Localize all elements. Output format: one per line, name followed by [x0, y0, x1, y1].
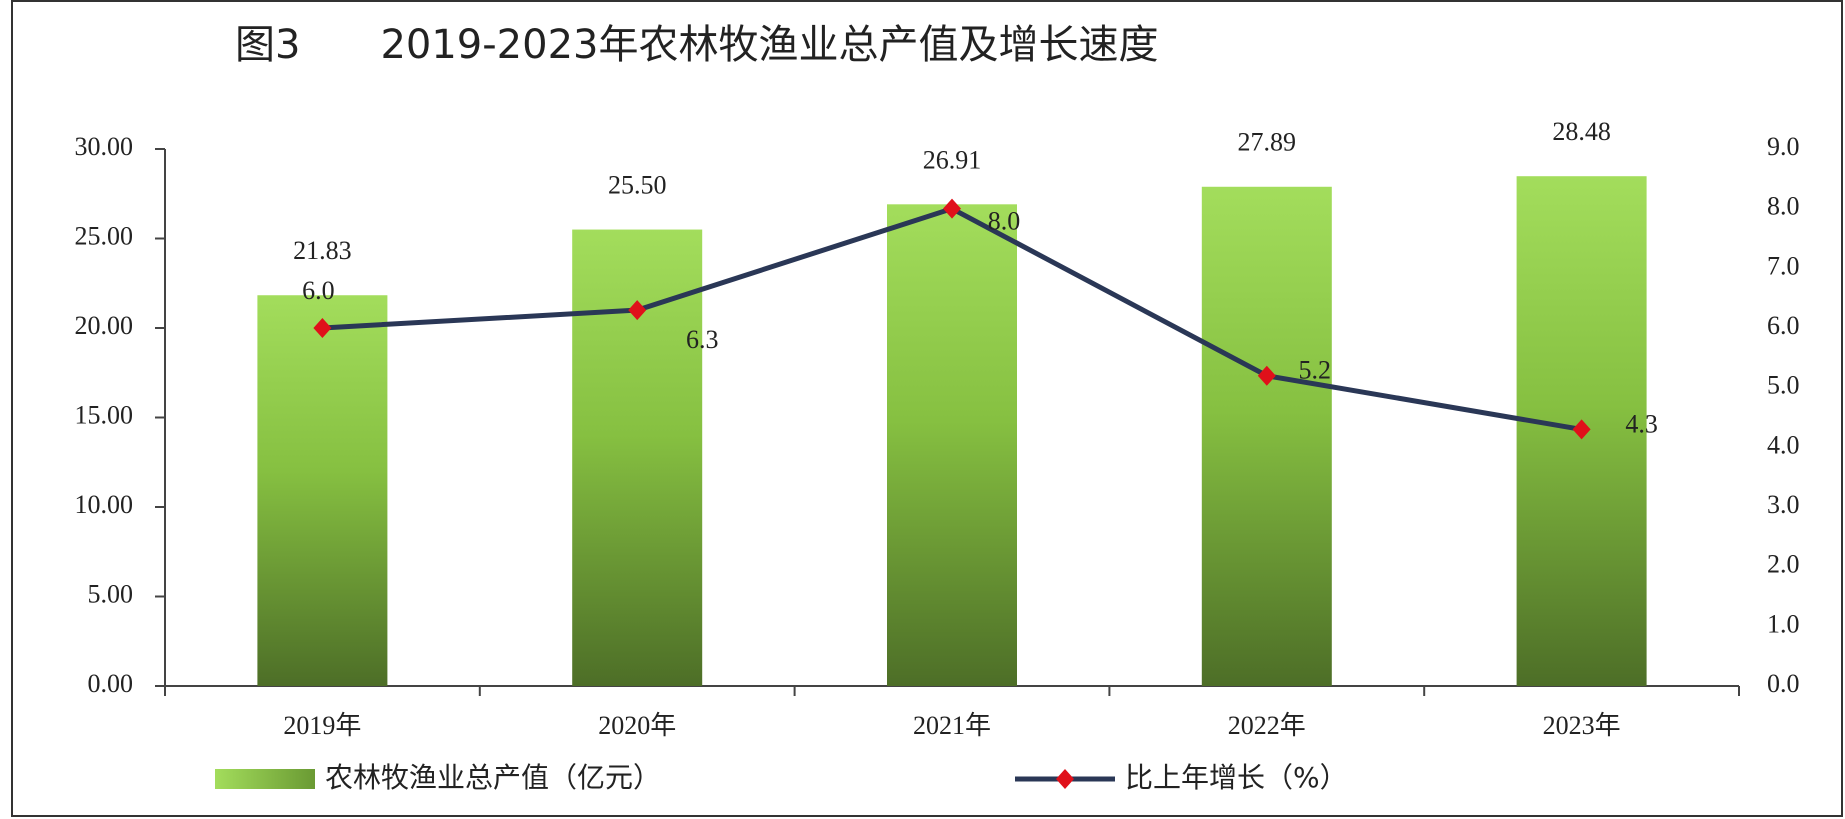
- y2-tick-label: 5.0: [1767, 371, 1800, 400]
- x-tick-label: 2023年: [1543, 711, 1621, 740]
- x-tick-label: 2021年: [913, 711, 991, 740]
- marker: [1572, 419, 1591, 440]
- y-tick-label: 25.00: [75, 221, 134, 250]
- line-label: 6.0: [302, 276, 335, 305]
- marker: [943, 198, 961, 219]
- y-tick-label: 0.00: [88, 669, 134, 698]
- legend-label: 比上年增长（%）: [1125, 761, 1348, 794]
- y2-tick-label: 2.0: [1767, 550, 1800, 579]
- frame: [11, 0, 1843, 817]
- bar-label: 26.91: [923, 145, 982, 174]
- legend-marker: [1056, 769, 1074, 789]
- x-tick-label: 2020年: [598, 711, 676, 740]
- legend-swatch: [215, 769, 315, 789]
- y2-tick-label: 1.0: [1767, 609, 1800, 638]
- y-tick-label: 30.00: [75, 132, 134, 161]
- y2-tick-label: 4.0: [1767, 430, 1800, 459]
- bar-label: 21.83: [293, 236, 352, 265]
- marker: [313, 318, 332, 338]
- y-tick-label: 5.00: [88, 579, 134, 608]
- bar: [257, 295, 388, 686]
- marker: [628, 300, 647, 321]
- bar: [887, 204, 1017, 686]
- y2-tick-label: 3.0: [1767, 490, 1800, 519]
- chart-title: 图3 2019-2023年农林牧渔业总产值及增长速度: [235, 22, 1158, 68]
- y2-tick-label: 8.0: [1767, 192, 1800, 221]
- marker: [1257, 365, 1276, 386]
- y-tick-label: 10.00: [75, 490, 134, 519]
- y2-tick-label: 7.0: [1767, 251, 1800, 280]
- x-tick-label: 2022年: [1228, 711, 1306, 740]
- y-tick-label: 15.00: [75, 400, 134, 429]
- line-label: 4.3: [1625, 409, 1658, 438]
- y2-tick-label: 9.0: [1767, 132, 1800, 161]
- line-label: 8.0: [988, 207, 1021, 236]
- bar-label: 27.89: [1238, 128, 1297, 157]
- y2-tick-label: 0.0: [1767, 669, 1800, 698]
- x-tick-label: 2019年: [283, 711, 361, 740]
- y-tick-label: 20.00: [75, 311, 134, 340]
- line-label: 6.3: [686, 325, 719, 354]
- bar-label: 28.48: [1552, 117, 1611, 146]
- y2-tick-label: 6.0: [1767, 311, 1800, 340]
- legend-label: 农林牧渔业总产值（亿元）: [325, 761, 661, 794]
- bar: [1201, 186, 1332, 687]
- line-label: 5.2: [1299, 356, 1332, 385]
- bar-label: 25.50: [608, 171, 667, 200]
